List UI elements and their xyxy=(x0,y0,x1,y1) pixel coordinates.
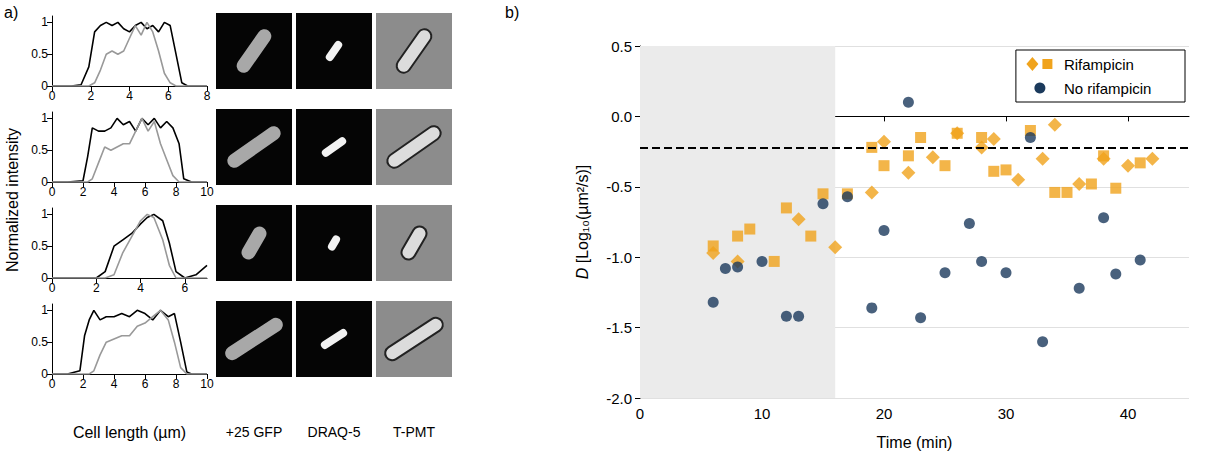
svg-text:10: 10 xyxy=(754,405,771,422)
svg-text:-2.0: -2.0 xyxy=(606,390,632,407)
svg-text:10: 10 xyxy=(200,377,214,391)
svg-text:0: 0 xyxy=(41,79,48,93)
svg-text:2: 2 xyxy=(93,281,100,295)
svg-text:T-PMT: T-PMT xyxy=(393,424,435,440)
svg-text:0: 0 xyxy=(636,405,644,422)
svg-text:No rifampicin: No rifampicin xyxy=(1064,80,1152,97)
svg-text:1: 1 xyxy=(41,111,48,125)
svg-text:4: 4 xyxy=(126,89,133,103)
svg-text:0.5: 0.5 xyxy=(31,239,48,253)
svg-text:0.5: 0.5 xyxy=(31,335,48,349)
svg-text:1: 1 xyxy=(41,207,48,221)
svg-text:6: 6 xyxy=(165,89,172,103)
svg-text:0: 0 xyxy=(41,271,48,285)
svg-text:8: 8 xyxy=(204,89,211,103)
svg-text:0: 0 xyxy=(49,377,56,391)
svg-text:8: 8 xyxy=(173,185,180,199)
svg-text:1: 1 xyxy=(41,303,48,317)
svg-text:Cell length (µm): Cell length (µm) xyxy=(73,424,186,441)
svg-text:4: 4 xyxy=(111,377,118,391)
svg-text:0: 0 xyxy=(41,367,48,381)
svg-text:4: 4 xyxy=(137,281,144,295)
svg-text:Time (min): Time (min) xyxy=(877,434,953,451)
svg-text:Normalized intensity: Normalized intensity xyxy=(4,128,21,272)
svg-text:2: 2 xyxy=(80,377,87,391)
svg-text:0.5: 0.5 xyxy=(611,38,632,55)
svg-text:0.5: 0.5 xyxy=(31,47,48,61)
svg-text:Rifampicin: Rifampicin xyxy=(1064,56,1134,73)
svg-text:-1.0: -1.0 xyxy=(606,249,632,266)
svg-text:D: D xyxy=(574,267,591,279)
svg-text:0.0: 0.0 xyxy=(611,108,632,125)
svg-text:1: 1 xyxy=(41,15,48,29)
svg-text:20: 20 xyxy=(876,405,893,422)
svg-text:0: 0 xyxy=(49,281,56,295)
svg-text:[Log₁₀(µm²/s)]: [Log₁₀(µm²/s)] xyxy=(574,165,591,268)
svg-text:0.5: 0.5 xyxy=(31,143,48,157)
svg-text:2: 2 xyxy=(80,185,87,199)
svg-text:b): b) xyxy=(505,4,519,21)
svg-text:6: 6 xyxy=(182,281,189,295)
svg-text:+25 GFP: +25 GFP xyxy=(226,424,282,440)
svg-text:4: 4 xyxy=(111,185,118,199)
svg-text:DRAQ-5: DRAQ-5 xyxy=(308,424,361,440)
svg-text:10: 10 xyxy=(200,185,214,199)
svg-text:-1.5: -1.5 xyxy=(606,319,632,336)
svg-text:40: 40 xyxy=(1120,405,1137,422)
svg-text:6: 6 xyxy=(142,185,149,199)
svg-text:2: 2 xyxy=(87,89,94,103)
svg-text:8: 8 xyxy=(173,377,180,391)
svg-text:a): a) xyxy=(4,4,18,21)
svg-text:0: 0 xyxy=(41,175,48,189)
svg-text:0: 0 xyxy=(49,89,56,103)
svg-text:0: 0 xyxy=(49,185,56,199)
svg-text:-0.5: -0.5 xyxy=(606,178,632,195)
svg-text:6: 6 xyxy=(142,377,149,391)
svg-text:30: 30 xyxy=(998,405,1015,422)
